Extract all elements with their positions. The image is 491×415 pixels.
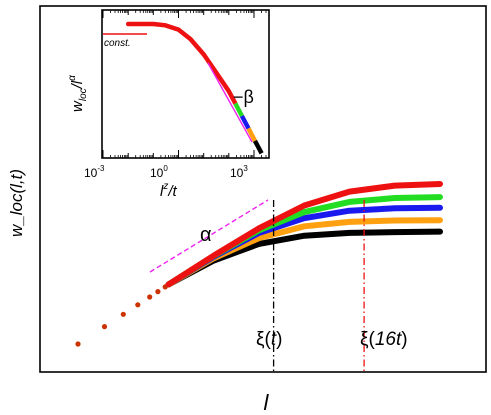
main-x-axis-label: l bbox=[264, 390, 270, 415]
inset-collapse-curve bbox=[125, 21, 232, 94]
main-plot-frame bbox=[39, 5, 487, 373]
const-label: const. bbox=[104, 38, 131, 49]
inset-frame bbox=[101, 9, 270, 159]
alpha-label: α bbox=[200, 224, 212, 246]
inset-slope-line bbox=[207, 62, 253, 143]
data-point-5 bbox=[155, 289, 161, 295]
inset-xtick-3: 103 bbox=[230, 164, 248, 180]
main-y-axis-label: w_loc(l,t) bbox=[7, 169, 26, 237]
inset-tail-segment-4 bbox=[253, 139, 264, 155]
inset-curves bbox=[125, 21, 264, 155]
xi-16t-label: ξ(16t) bbox=[360, 329, 408, 350]
inset-tail-segment-1 bbox=[233, 102, 244, 118]
inset-tail-segment-0 bbox=[226, 90, 238, 105]
data-point-3 bbox=[135, 302, 141, 308]
inset-ticks bbox=[102, 10, 267, 158]
series-line-0 bbox=[165, 181, 443, 288]
inset-xtick-2: 100 bbox=[150, 164, 168, 180]
beta-label: −β bbox=[233, 87, 254, 107]
alpha-slope-line bbox=[149, 199, 269, 273]
data-point-1 bbox=[101, 324, 108, 330]
inset-tail-segment-3 bbox=[246, 127, 257, 142]
data-point-2 bbox=[120, 311, 126, 317]
inset-tail-segment-2 bbox=[239, 114, 251, 130]
xi-t-label: ξ(t) bbox=[256, 329, 282, 350]
data-point-0 bbox=[75, 341, 81, 347]
inset-y-axis-label: wloc/lα bbox=[67, 75, 89, 112]
inset-x-axis-label: lz/t bbox=[160, 181, 178, 200]
main-curves bbox=[75, 181, 443, 347]
inset-xtick-1: 10-3 bbox=[84, 164, 105, 180]
data-point-4 bbox=[147, 294, 153, 300]
